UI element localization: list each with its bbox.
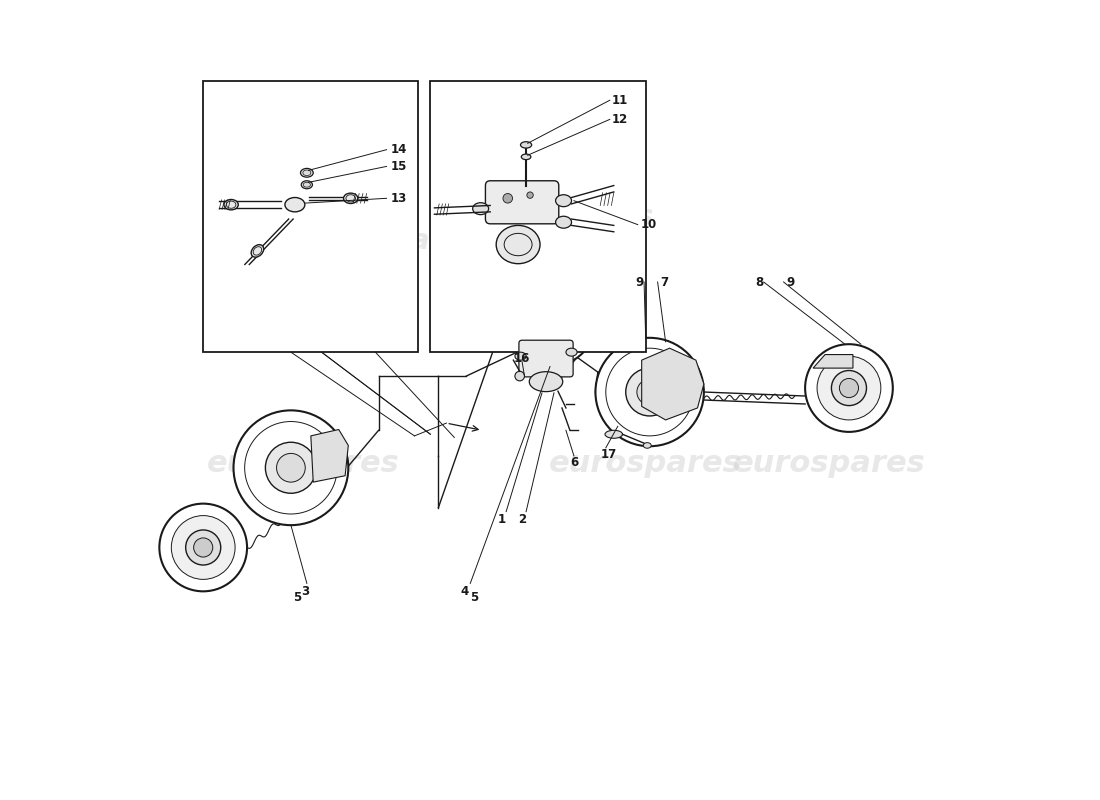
Circle shape [839, 378, 858, 398]
Ellipse shape [644, 442, 651, 448]
FancyBboxPatch shape [519, 340, 573, 377]
Text: 6: 6 [570, 456, 579, 469]
Text: eurospares: eurospares [207, 450, 399, 478]
Bar [430, 81, 646, 352]
Ellipse shape [521, 154, 531, 160]
Circle shape [817, 356, 881, 420]
Ellipse shape [515, 352, 526, 360]
Text: eurospares: eurospares [478, 202, 653, 230]
Circle shape [233, 410, 349, 525]
Circle shape [504, 274, 596, 366]
Text: 7: 7 [660, 275, 668, 289]
Text: 9: 9 [786, 275, 794, 289]
Text: 8: 8 [755, 275, 763, 289]
Circle shape [186, 530, 221, 565]
Circle shape [530, 300, 570, 340]
Text: 12: 12 [613, 113, 628, 126]
Text: 9: 9 [636, 275, 644, 289]
Circle shape [527, 192, 534, 198]
Ellipse shape [343, 193, 358, 203]
Text: 5: 5 [294, 591, 301, 604]
Text: 16: 16 [514, 352, 530, 365]
Text: eurospares: eurospares [302, 226, 478, 254]
Circle shape [194, 538, 212, 557]
Text: eurospares: eurospares [733, 450, 925, 478]
Circle shape [539, 309, 561, 331]
Polygon shape [813, 354, 852, 368]
Ellipse shape [556, 216, 572, 228]
Circle shape [637, 379, 662, 405]
Text: 10: 10 [641, 218, 657, 231]
Polygon shape [311, 430, 349, 482]
Ellipse shape [565, 348, 578, 356]
Circle shape [832, 370, 867, 406]
Text: 5: 5 [471, 591, 478, 604]
Ellipse shape [556, 194, 572, 206]
Ellipse shape [473, 202, 488, 214]
Ellipse shape [224, 199, 239, 210]
Text: 13: 13 [390, 192, 407, 205]
Text: 4: 4 [461, 585, 469, 598]
Circle shape [626, 368, 673, 416]
Circle shape [516, 286, 584, 354]
Text: 11: 11 [613, 94, 628, 106]
Circle shape [160, 504, 248, 591]
Circle shape [503, 194, 513, 203]
Ellipse shape [285, 198, 305, 212]
Circle shape [265, 442, 317, 494]
Text: 15: 15 [390, 160, 407, 173]
Text: 14: 14 [390, 143, 407, 156]
Text: 2: 2 [518, 513, 526, 526]
Polygon shape [641, 348, 704, 420]
Ellipse shape [251, 245, 264, 257]
Ellipse shape [605, 430, 623, 438]
Text: 1: 1 [498, 513, 506, 526]
Text: 17: 17 [601, 448, 616, 461]
Ellipse shape [529, 372, 563, 392]
Circle shape [805, 344, 893, 432]
Ellipse shape [520, 142, 531, 148]
Bar [204, 81, 418, 352]
Ellipse shape [496, 226, 540, 264]
Circle shape [595, 338, 704, 446]
Circle shape [276, 454, 306, 482]
Ellipse shape [300, 169, 313, 177]
Circle shape [515, 371, 525, 381]
Text: 3: 3 [301, 585, 309, 598]
FancyBboxPatch shape [485, 181, 559, 224]
Ellipse shape [301, 181, 312, 189]
Circle shape [172, 515, 235, 579]
Text: eurospares: eurospares [549, 450, 742, 478]
